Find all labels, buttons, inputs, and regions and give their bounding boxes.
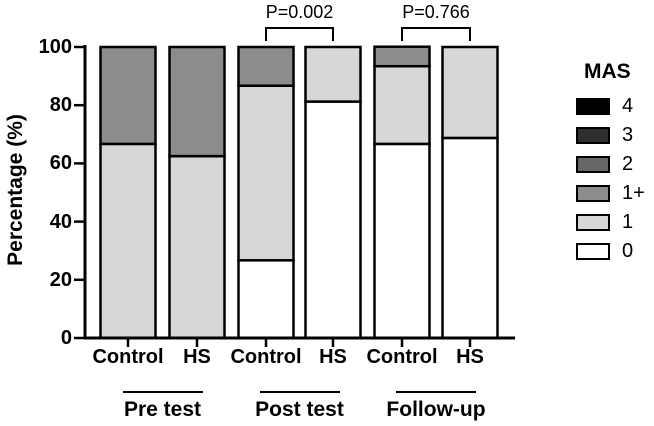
significance-bracket: [265, 27, 334, 41]
x-category-label: HS: [456, 346, 484, 368]
legend-row: 1: [576, 211, 645, 233]
y-tick-label: 60: [49, 152, 72, 175]
x-category-label: Control: [92, 346, 164, 368]
bar-segment-mas-0: [304, 100, 362, 340]
legend-swatch-mas-0: [576, 243, 610, 260]
legend-swatch-mas-3: [576, 127, 610, 144]
p-value-label: P=0.766: [402, 2, 470, 22]
bar-segment-mas-1: [237, 84, 295, 262]
group-label: Pre test: [123, 398, 202, 421]
legend: MAS 4 3 2 1+ 1 0: [576, 60, 645, 272]
legend-title: MAS: [584, 60, 631, 83]
legend-label: 0: [622, 240, 634, 262]
legend-entries: 4 3 2 1+ 1 0: [576, 95, 645, 262]
bar-segment-mas-1+: [237, 45, 295, 87]
bar-segment-mas-0: [441, 136, 499, 340]
legend-row: 4: [576, 95, 645, 117]
y-tick-label: 0: [60, 327, 72, 349]
legend-row: 0: [576, 240, 645, 262]
legend-row: 2: [576, 153, 645, 175]
bar-segment-mas-1: [441, 45, 499, 140]
bar-segment-mas-0: [373, 142, 431, 340]
legend-swatch-mas-1: [576, 214, 610, 231]
legend-swatch-mas-1+: [576, 185, 610, 202]
legend-label: 3: [622, 124, 634, 146]
bar-segment-mas-0: [237, 259, 295, 340]
group-label: Follow-up: [386, 398, 486, 421]
legend-row: 3: [576, 124, 645, 146]
legend-swatch-mas-2: [576, 156, 610, 173]
group-label: Post test: [255, 398, 344, 421]
legend-label: 2: [622, 153, 634, 175]
legend-label: 4: [622, 95, 634, 117]
legend-swatch-mas-4: [576, 98, 610, 115]
y-tick-label: 20: [49, 268, 72, 291]
x-category-label: HS: [183, 346, 211, 368]
bar-segment-mas-1: [304, 45, 362, 103]
y-axis-title: Percentage (%): [4, 114, 27, 266]
x-category-label: Control: [366, 346, 438, 368]
x-category-label: Control: [230, 346, 302, 368]
bar-segment-mas-1+: [99, 45, 157, 146]
group-underline: [122, 391, 203, 393]
group-underline: [259, 391, 340, 393]
y-tick-label: 40: [49, 210, 72, 233]
y-tick-label: 100: [38, 36, 72, 58]
bar-segment-mas-1: [168, 154, 226, 340]
legend-label: 1+: [622, 182, 645, 204]
bar-segment-mas-1+: [168, 45, 226, 158]
p-value-label: P=0.002: [265, 2, 334, 22]
bar-segment-mas-1+: [373, 45, 431, 68]
bar-segment-mas-1: [373, 64, 431, 146]
bar-segment-mas-1: [99, 142, 157, 340]
significance-bracket: [401, 27, 471, 41]
group-underline: [396, 391, 476, 393]
y-tick-label: 80: [49, 94, 72, 117]
legend-label: 1: [622, 211, 634, 233]
legend-row: 1+: [576, 182, 645, 204]
x-category-label: HS: [319, 346, 347, 368]
